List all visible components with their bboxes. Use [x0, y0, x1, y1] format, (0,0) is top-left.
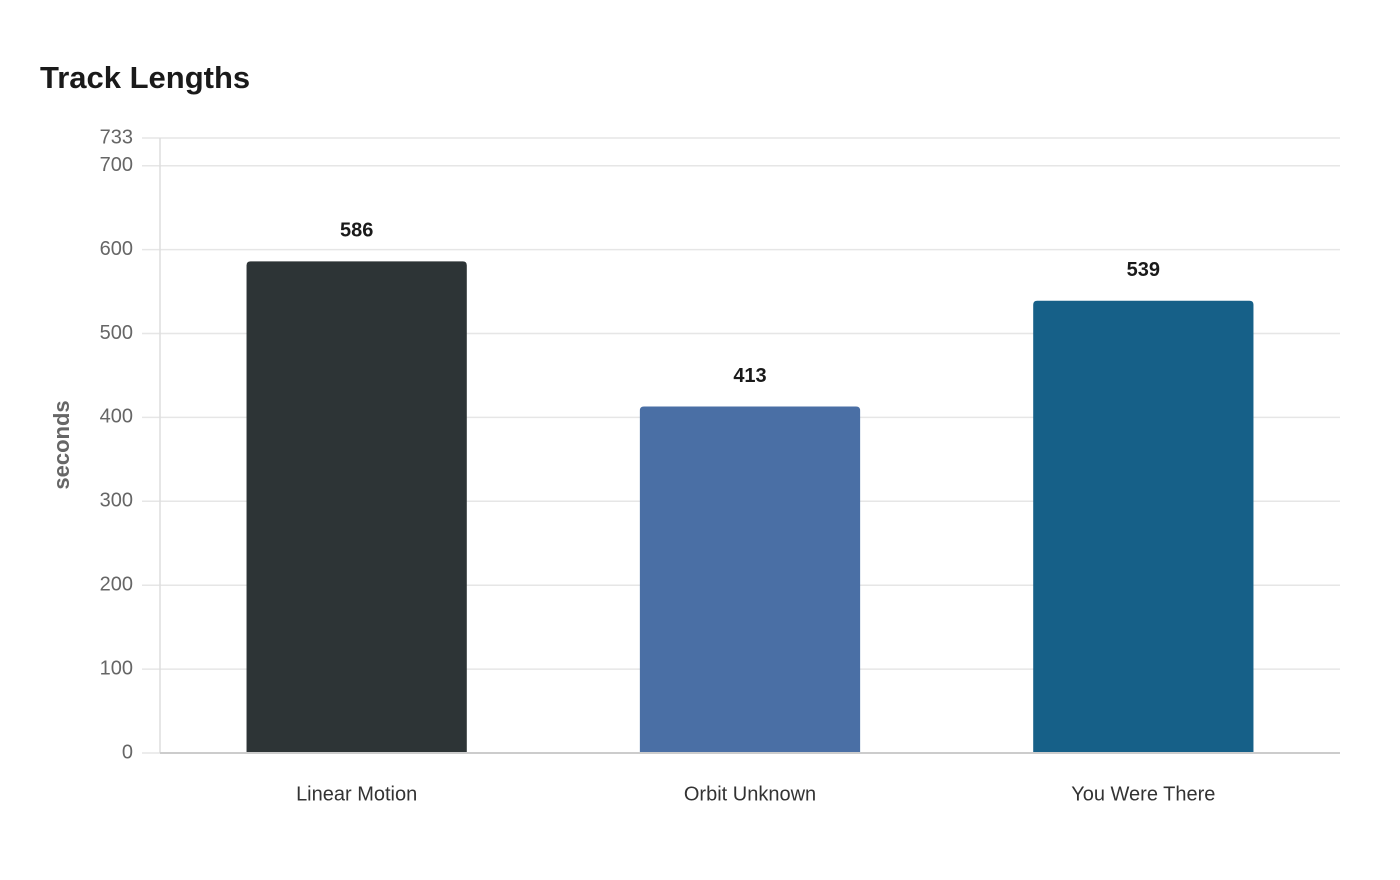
y-tick-label: 700 — [100, 154, 133, 176]
x-tick-label: Orbit Unknown — [684, 783, 816, 805]
x-tick-label: Linear Motion — [296, 783, 417, 805]
data-label: 413 — [733, 365, 766, 387]
y-tick-label: 200 — [100, 573, 133, 595]
chart-title: Track Lengths — [40, 60, 250, 95]
y-tick-label: 733 — [100, 126, 133, 148]
bar — [639, 406, 861, 753]
y-tick-label: 500 — [100, 322, 133, 344]
y-axis-label: seconds — [49, 400, 74, 489]
x-tick-label: You Were There — [1071, 783, 1215, 805]
bar — [1033, 300, 1254, 753]
y-tick-label: 300 — [100, 490, 133, 512]
y-tick-label: 100 — [100, 657, 133, 679]
y-tick-label: 0 — [122, 741, 133, 763]
y-tick-label: 600 — [100, 238, 133, 260]
data-label: 586 — [340, 220, 373, 242]
bar — [246, 261, 467, 753]
data-label: 539 — [1127, 259, 1160, 281]
y-tick-label: 400 — [100, 406, 133, 428]
